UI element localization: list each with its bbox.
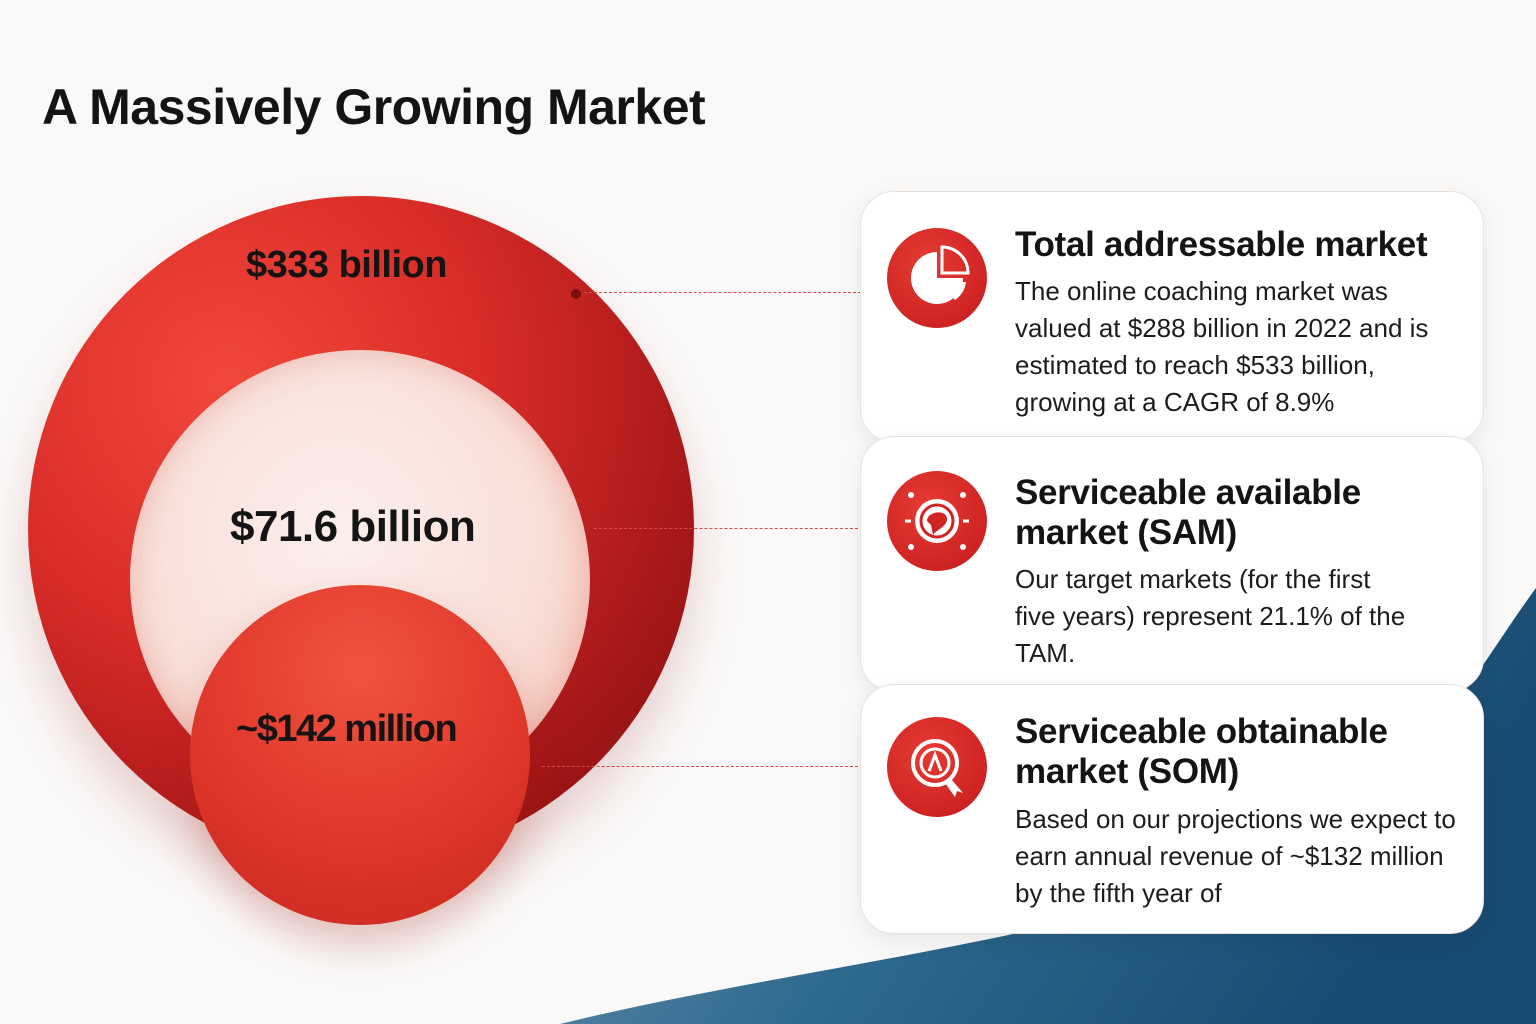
som-circle (190, 585, 530, 925)
award-ribbon-icon (887, 717, 987, 817)
pie-chart-icon (887, 228, 987, 328)
tam-connector-dot (571, 289, 581, 299)
sam-card-title: Serviceable available market (SAM) (1015, 473, 1361, 552)
tam-connector-line (584, 292, 866, 293)
som-card-text: Based on our projections we expect to ea… (1015, 804, 1456, 908)
som-card-title: Serviceable obtainable market (SOM) (1015, 712, 1388, 791)
sam-connector-line (594, 528, 868, 529)
sam-card-text: Our target markets (for the first five y… (1015, 564, 1406, 668)
som-value: ~$142 million (236, 708, 458, 750)
sam-value: $71.6 billion (230, 502, 476, 551)
page-title: A Massively Growing Market (42, 79, 706, 135)
tam-card-title: Total addressable market (1015, 225, 1428, 264)
sam-card: Serviceable available market (SAM) Our t… (860, 436, 1484, 692)
som-connector-line (542, 766, 868, 767)
som-card: Serviceable obtainable market (SOM) Base… (860, 684, 1484, 934)
target-icon (887, 471, 987, 571)
tam-card-text: The online coaching market was valued at… (1015, 276, 1429, 417)
tam-card: Total addressable market The online coac… (860, 191, 1484, 443)
tam-value: $333 billion (246, 244, 447, 286)
